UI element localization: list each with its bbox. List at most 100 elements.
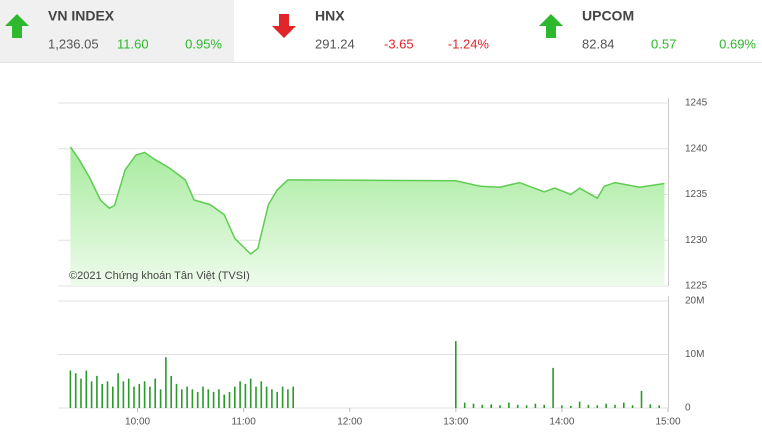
volume-bar — [249, 378, 252, 408]
volume-bar — [587, 404, 590, 408]
y-tick-label: 20M — [685, 296, 704, 307]
volume-bar — [175, 383, 178, 408]
y-tick-label: 1230 — [685, 235, 708, 246]
direction-arrow — [272, 14, 296, 38]
index-tile[interactable]: VN INDEX 1,236.05 11.60 0.95% — [5, 8, 222, 52]
volume-bar — [85, 370, 88, 408]
y-tick-label: 1240 — [685, 143, 708, 154]
index-value: 1,236.05 — [48, 36, 99, 51]
index-value: 291.24 — [315, 36, 355, 51]
volume-bar — [543, 404, 545, 408]
y-tick-label: 1225 — [685, 281, 708, 292]
y-tick-label: 10M — [685, 349, 704, 360]
volume-bar — [186, 386, 188, 408]
x-tick-label: 11:00 — [232, 417, 257, 428]
index-change: 11.60 — [117, 36, 149, 51]
volume-bar — [570, 405, 572, 408]
volume-bar — [499, 405, 501, 408]
volume-bar — [101, 383, 103, 408]
x-tick-label: 12:00 — [337, 417, 362, 428]
x-tick-label: 15:00 — [655, 417, 680, 428]
volume-bar — [143, 381, 146, 409]
index-pct: 0.69% — [719, 36, 756, 51]
volume-bar — [239, 381, 241, 409]
volume-bar — [525, 405, 528, 408]
watermark: ©2021 Chứng khoán Tân Việt (TVSI) — [69, 270, 250, 282]
volume-bar — [490, 404, 492, 408]
volume-bar — [106, 381, 109, 409]
volume-bar — [260, 381, 263, 409]
volume-bar — [455, 341, 457, 408]
volume-bar — [649, 404, 652, 408]
volume-bar — [202, 386, 204, 408]
volume-bar — [623, 402, 625, 408]
volume-bar — [122, 381, 125, 409]
y-tick-label: 1245 — [685, 98, 708, 109]
volume-bar — [534, 403, 537, 408]
volume-bar — [196, 391, 199, 408]
volume-bar — [605, 403, 607, 408]
index-name: HNX — [315, 8, 345, 24]
volume-bar — [472, 403, 475, 408]
volume-bar — [191, 389, 194, 408]
volume-bar — [117, 373, 119, 408]
direction-arrow — [539, 14, 563, 38]
volume-bar — [112, 386, 114, 408]
volume-bar — [207, 389, 210, 408]
volume-bar — [640, 390, 643, 408]
volume-bar — [614, 404, 616, 408]
volume-bar — [165, 357, 167, 408]
volume-bar — [80, 378, 82, 408]
x-tick-label: 14:00 — [549, 417, 574, 428]
volume-bar — [265, 386, 268, 408]
volume-bar — [212, 391, 215, 408]
volume-bar — [138, 383, 141, 408]
volume-bar — [578, 401, 581, 408]
index-name: VN INDEX — [48, 8, 115, 24]
direction-arrow — [5, 14, 29, 38]
volume-bar — [552, 367, 554, 408]
index-pct: 0.95% — [185, 36, 222, 51]
volume-bar — [69, 370, 72, 408]
volume-bar — [596, 405, 599, 408]
index-value: 82.84 — [582, 36, 615, 51]
volume-bar — [181, 389, 183, 408]
volume-bar — [234, 386, 236, 408]
volume-bar — [90, 381, 93, 409]
volume-bar — [218, 389, 220, 408]
volume-bar — [276, 391, 278, 408]
x-tick-label: 10:00 — [125, 417, 150, 428]
index-tile[interactable]: HNX 291.24 -3.65 -1.24% — [272, 8, 489, 52]
area-fill — [70, 146, 665, 286]
volume-bar — [133, 386, 135, 408]
volume-bar — [292, 386, 294, 408]
volume-bar — [223, 394, 225, 408]
volume-bar — [228, 391, 231, 408]
y-tick-label: 0 — [685, 403, 691, 414]
volume-bar — [154, 378, 156, 408]
volume-bar — [516, 404, 519, 408]
active-tile — [0, 0, 234, 62]
volume-bar — [658, 405, 660, 408]
volume-bar — [481, 404, 484, 408]
volume-bar — [244, 383, 247, 408]
volume-bar — [561, 405, 563, 408]
volume-bar — [281, 386, 284, 408]
volume-bar — [287, 389, 289, 408]
volume-bar — [74, 373, 77, 408]
index-change: 0.57 — [651, 36, 676, 51]
price-line — [69, 146, 665, 255]
index-change: -3.65 — [384, 36, 414, 51]
volume-bar — [170, 375, 172, 408]
volume-bar — [96, 375, 98, 408]
volume-bar — [255, 386, 257, 408]
volume-bar — [271, 389, 273, 408]
index-pct: -1.24% — [448, 36, 490, 51]
x-tick-label: 13:00 — [443, 417, 468, 428]
index-tile[interactable]: UPCOM 82.84 0.57 0.69% — [539, 8, 756, 52]
volume-bar — [159, 389, 162, 408]
volume-bar — [463, 402, 466, 408]
volume-bar — [149, 386, 151, 408]
index-name: UPCOM — [582, 8, 634, 24]
